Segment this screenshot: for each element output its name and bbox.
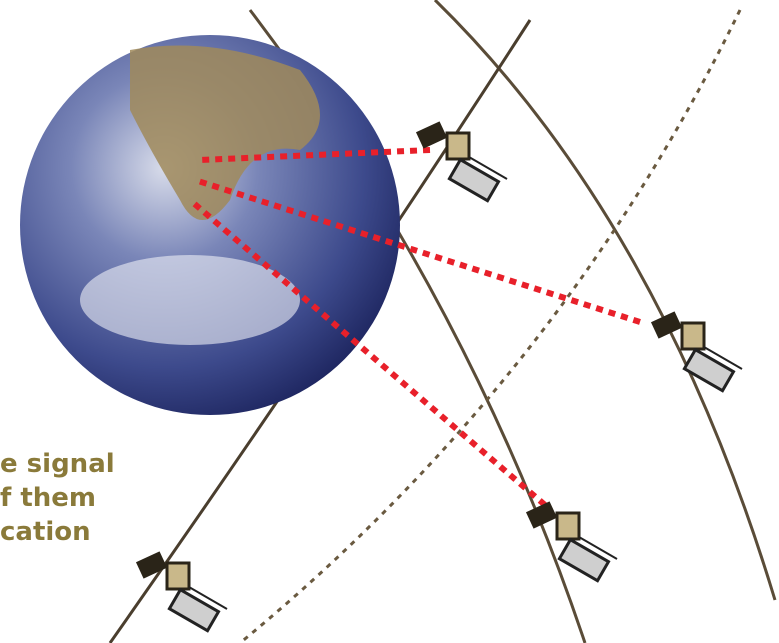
satellite [414,119,509,203]
satellite [524,499,619,583]
caption-line: e signal [0,449,115,479]
orbit [433,0,777,601]
caption-line: f them [0,483,96,513]
orbit [239,9,742,643]
landmass [130,45,320,220]
caption-line: cation [0,517,91,547]
signals [188,147,641,508]
clouds [80,255,300,345]
satellite [649,309,744,393]
satellite [134,549,229,633]
